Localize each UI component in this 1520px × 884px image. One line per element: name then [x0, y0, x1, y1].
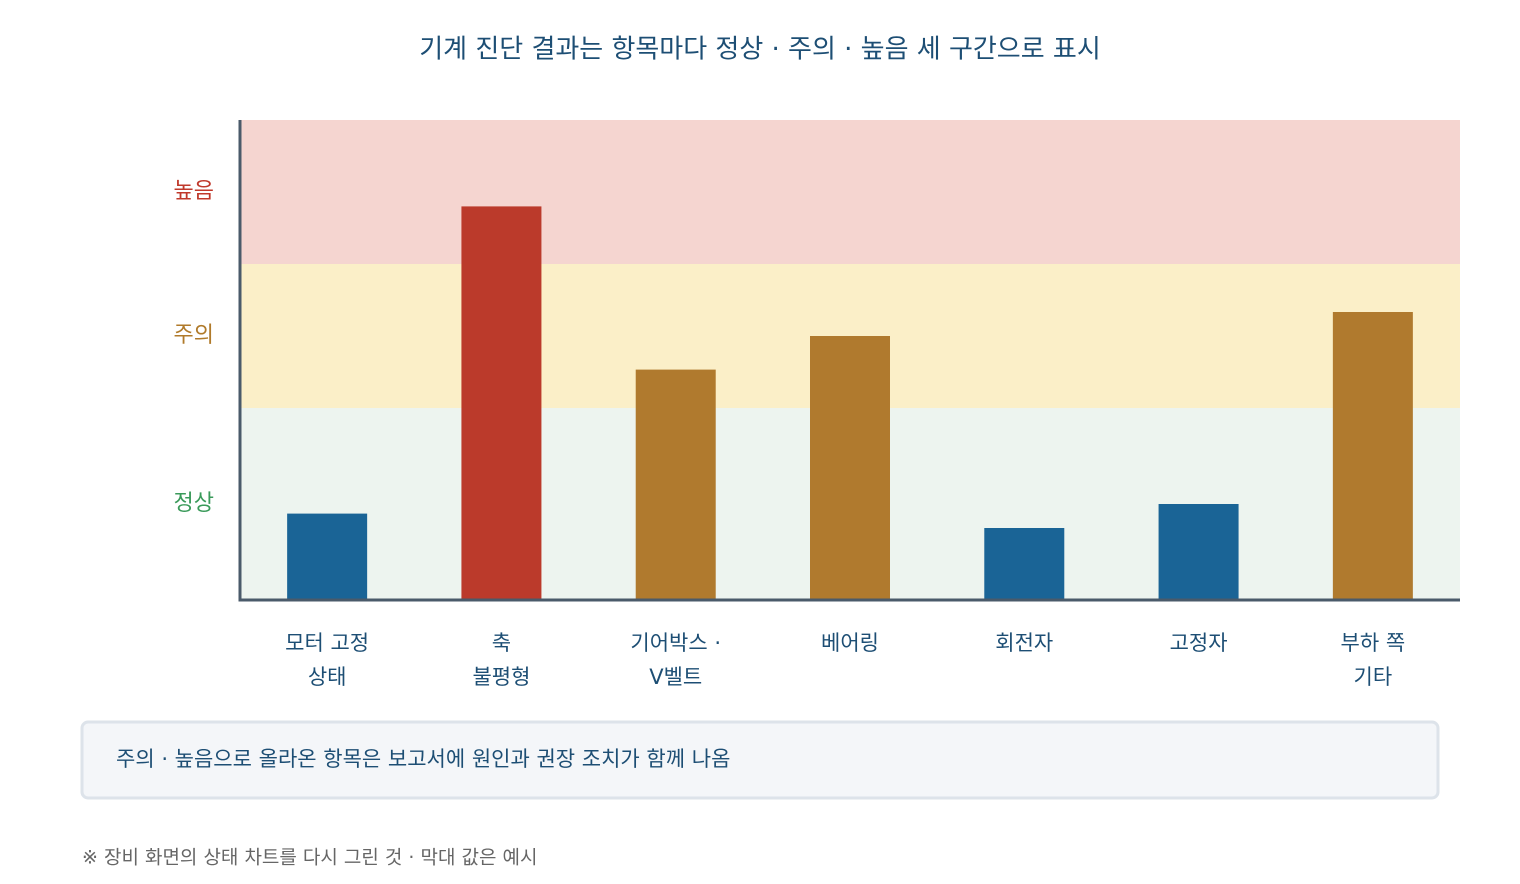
footnote: ※ 장비 화면의 상태 차트를 다시 그린 것 · 막대 값은 예시	[82, 847, 537, 869]
bar	[984, 528, 1065, 600]
x-tick-label: V벨트	[649, 665, 702, 689]
note: 주의 · 높음으로 올라온 항목은 보고서에 원인과 권장 조치가 함께 나옴	[116, 747, 730, 771]
x-tick-label: 기어박스 ·	[630, 631, 721, 655]
x-tick-label: 불평형	[472, 665, 530, 689]
x-tick-label: 축	[492, 631, 511, 655]
bar	[810, 336, 890, 600]
bar	[461, 206, 542, 600]
bar	[635, 369, 716, 600]
x-tick-label: 부하 쪽	[1341, 631, 1406, 655]
note-box	[80, 720, 1440, 800]
zone-label: 정상	[174, 491, 214, 516]
x-tick-label: 모터 고정	[285, 631, 369, 655]
zone	[240, 120, 1460, 264]
x-tick-label: 기타	[1354, 665, 1393, 689]
x-tick-label: 베어링	[821, 631, 879, 655]
bar	[1158, 504, 1239, 600]
bar	[1332, 312, 1413, 600]
zone-label: 높음	[174, 179, 214, 204]
x-tick-label: 고정자	[1170, 631, 1228, 655]
bar	[287, 513, 368, 600]
zone-label: 주의	[174, 323, 214, 348]
x-tick-label: 회전자	[995, 631, 1053, 655]
x-tick-label: 상태	[308, 665, 347, 689]
chart-title: 기계 진단 결과는 항목마다 정상 · 주의 · 높음 세 구간으로 표시	[419, 35, 1101, 65]
